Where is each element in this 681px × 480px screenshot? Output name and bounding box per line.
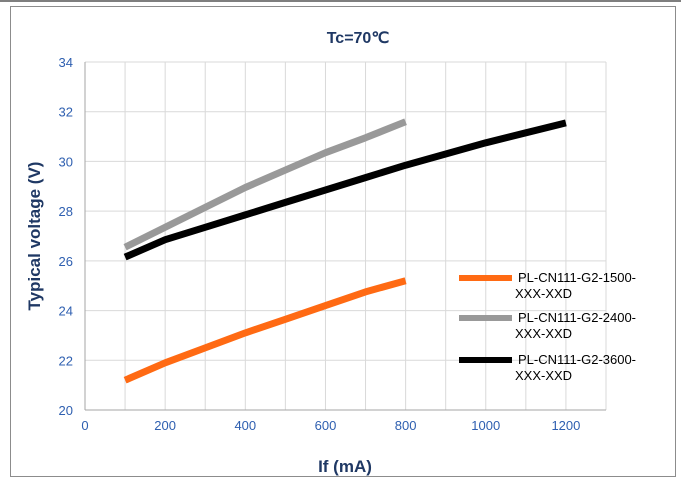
- series-line-2: [123, 118, 407, 251]
- legend-label-3: PL-CN111-G2-3600-: [518, 352, 636, 367]
- x-tick-label: 0: [81, 418, 88, 433]
- axes: [84, 62, 606, 411]
- x-tick-label: 800: [395, 418, 417, 433]
- y-tick-label: 24: [59, 304, 73, 319]
- x-tick-label: 600: [315, 418, 337, 433]
- legend-label-3: XXX-XXD: [515, 368, 572, 383]
- legend-label-1: XXX-XXD: [515, 286, 572, 301]
- y-tick-label: 30: [59, 154, 73, 169]
- y-tick-labels: 20 22 24 26 28 30 32 34: [59, 55, 73, 418]
- y-tick-label: 20: [59, 403, 73, 418]
- legend: PL-CN111-G2-1500-XXX-XXDPL-CN111-G2-2400…: [459, 270, 636, 383]
- y-axis-title: Typical voltage (V): [25, 162, 44, 311]
- chart-title: Tc=70℃: [327, 30, 390, 47]
- series-line-1: [123, 277, 407, 384]
- y-tick-label: 26: [59, 254, 73, 269]
- x-tick-label: 1000: [471, 418, 500, 433]
- y-tick-label: 22: [59, 353, 73, 368]
- x-tick-labels: 0 200 400 600 800 1000 1200: [81, 418, 580, 433]
- x-tick-label: 400: [234, 418, 256, 433]
- y-tick-label: 32: [59, 105, 73, 120]
- y-tick-label: 28: [59, 204, 73, 219]
- x-tick-label: 200: [154, 418, 176, 433]
- legend-label-2: PL-CN111-G2-2400-: [518, 310, 636, 325]
- top-border: [0, 0, 681, 2]
- series-lines: [123, 118, 567, 384]
- series-line-3: [123, 119, 567, 261]
- legend-label-2: XXX-XXD: [515, 326, 572, 341]
- chart-frame: [10, 6, 676, 477]
- legend-label-1: PL-CN111-G2-1500-: [518, 270, 636, 285]
- x-tick-label: 1200: [551, 418, 580, 433]
- y-tick-label: 34: [59, 55, 73, 70]
- x-axis-title: If (mA): [318, 457, 372, 476]
